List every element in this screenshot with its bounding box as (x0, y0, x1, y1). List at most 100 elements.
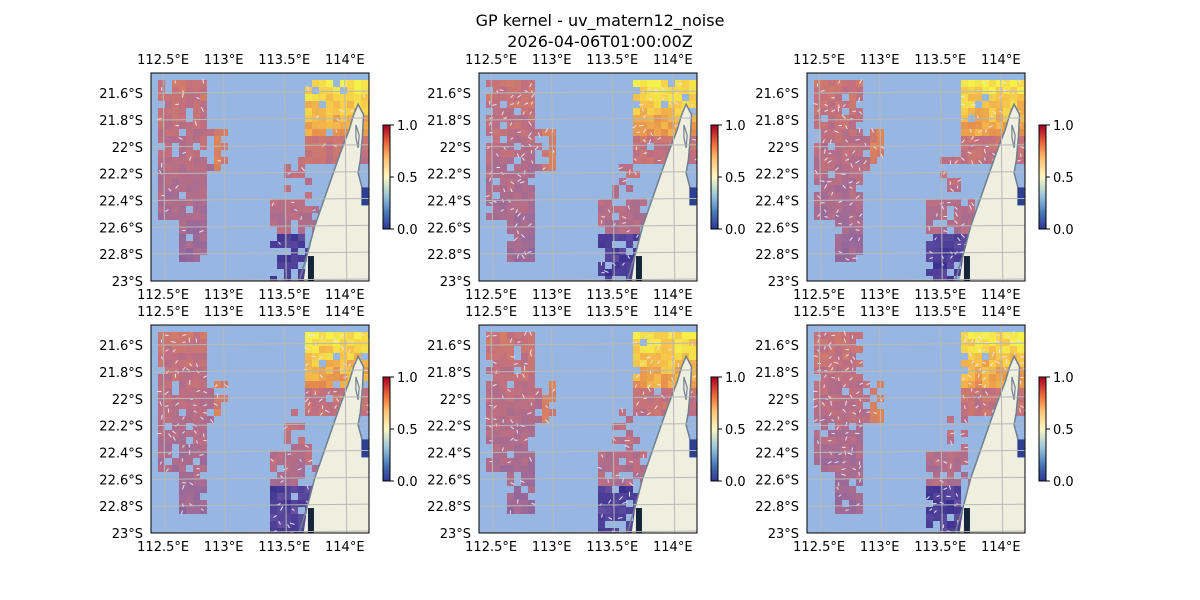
velocity-arrow (853, 367, 854, 370)
heatmap-cell (312, 101, 319, 108)
heatmap-cell (661, 122, 668, 129)
heatmap-cell (835, 367, 842, 374)
heatmap-cell (493, 346, 500, 353)
heatmap-cell (814, 94, 821, 101)
colorbar-tick-label: 0.0 (725, 475, 746, 490)
heatmap-cell (849, 493, 856, 500)
heatmap-cell (186, 164, 193, 171)
heatmap-cell (926, 269, 933, 276)
heatmap-cell (661, 381, 668, 388)
heatmap-cell (961, 108, 968, 115)
heatmap-cell (675, 339, 682, 346)
y-tick-label: 22.2°S (755, 420, 799, 435)
y-tick-label: 22.4°S (755, 194, 799, 209)
heatmap-cell (828, 381, 835, 388)
velocity-arrow (700, 80, 703, 83)
heatmap-cell (933, 255, 940, 262)
heatmap-cell (640, 353, 647, 360)
heatmap-cell (528, 423, 535, 430)
heatmap-cell (619, 248, 626, 255)
velocity-arrow (204, 413, 208, 414)
y-tick-label: 22.6°S (427, 221, 471, 236)
heatmap-cell (172, 213, 179, 220)
heatmap-cell (528, 430, 535, 437)
heatmap-cell (612, 248, 619, 255)
colorbar-tick-label: 0.0 (725, 223, 746, 238)
heatmap-cell (661, 346, 668, 353)
heatmap-cell (821, 192, 828, 199)
heatmap-cell (486, 353, 493, 360)
y-tick-label: 22.2°S (99, 168, 143, 183)
colorbar: 0.00.51.0 (1039, 119, 1074, 238)
y-tick-label: 23°S (768, 275, 799, 290)
heatmap-cell (507, 171, 514, 178)
heatmap-cell (500, 465, 507, 472)
colorbar-tick-label: 0.0 (397, 223, 418, 238)
heatmap-cell (521, 192, 528, 199)
heatmap-cell (291, 486, 298, 493)
velocity-arrow (1017, 161, 1020, 162)
heatmap-cell (989, 332, 996, 339)
heatmap-cell (172, 465, 179, 472)
heatmap-cell (968, 409, 975, 416)
heatmap-cell (493, 388, 500, 395)
heatmap-cell (165, 115, 172, 122)
heatmap-cell (347, 87, 354, 94)
heatmap-cell (193, 213, 200, 220)
x-tick-label-bottom: 114°E (981, 540, 1021, 555)
velocity-arrow (183, 483, 187, 484)
heatmap-cell (270, 206, 277, 213)
heatmap-cell (312, 108, 319, 115)
colorbar-tick-label: 1.0 (1053, 371, 1074, 386)
heatmap-cell (200, 178, 207, 185)
heatmap-cell (521, 115, 528, 122)
heatmap-cell (493, 213, 500, 220)
heatmap-cell (528, 115, 535, 122)
heatmap-cell (326, 339, 333, 346)
heatmap-cell (668, 122, 675, 129)
velocity-arrow (616, 475, 620, 476)
heatmap-cell (298, 255, 305, 262)
heatmap-cell (493, 458, 500, 465)
heatmap-cell (521, 416, 528, 423)
heatmap-cell (633, 451, 640, 458)
heatmap-cell (682, 339, 689, 346)
heatmap-cell (333, 87, 340, 94)
y-tick-label: 21.6°S (755, 87, 799, 102)
heatmap-cell (500, 402, 507, 409)
heatmap-cell (179, 360, 186, 367)
heatmap-cell (179, 206, 186, 213)
heatmap-cell (200, 122, 207, 129)
heatmap-cell (193, 227, 200, 234)
estuary-patch (964, 508, 970, 533)
velocity-arrow (1028, 119, 1031, 122)
map-area (807, 325, 1032, 535)
heatmap-cell (514, 409, 521, 416)
heatmap-cell (821, 444, 828, 451)
heatmap-cell (542, 409, 549, 416)
heatmap-cell (842, 493, 849, 500)
heatmap-cell (298, 493, 305, 500)
heatmap-cell (947, 500, 954, 507)
heatmap-cell (947, 479, 954, 486)
heatmap-cell (291, 248, 298, 255)
heatmap-cell (654, 150, 661, 157)
heatmap-cell (193, 507, 200, 514)
heatmap-cell (277, 255, 284, 262)
heatmap-cell (277, 227, 284, 234)
heatmap-cell (619, 507, 626, 514)
heatmap-cell (514, 465, 521, 472)
heatmap-cell (179, 423, 186, 430)
heatmap-cell (835, 150, 842, 157)
heatmap-cell (940, 234, 947, 241)
velocity-arrow (1027, 84, 1028, 87)
heatmap-cell (521, 241, 528, 248)
heatmap-cell (179, 472, 186, 479)
heatmap-cell (528, 171, 535, 178)
heatmap-cell (172, 136, 179, 143)
heatmap-cell (821, 437, 828, 444)
heatmap-cell (326, 87, 333, 94)
heatmap-cell (961, 150, 968, 157)
heatmap-cell (340, 122, 347, 129)
x-tick-label-bottom: 112.5°E (793, 288, 845, 303)
